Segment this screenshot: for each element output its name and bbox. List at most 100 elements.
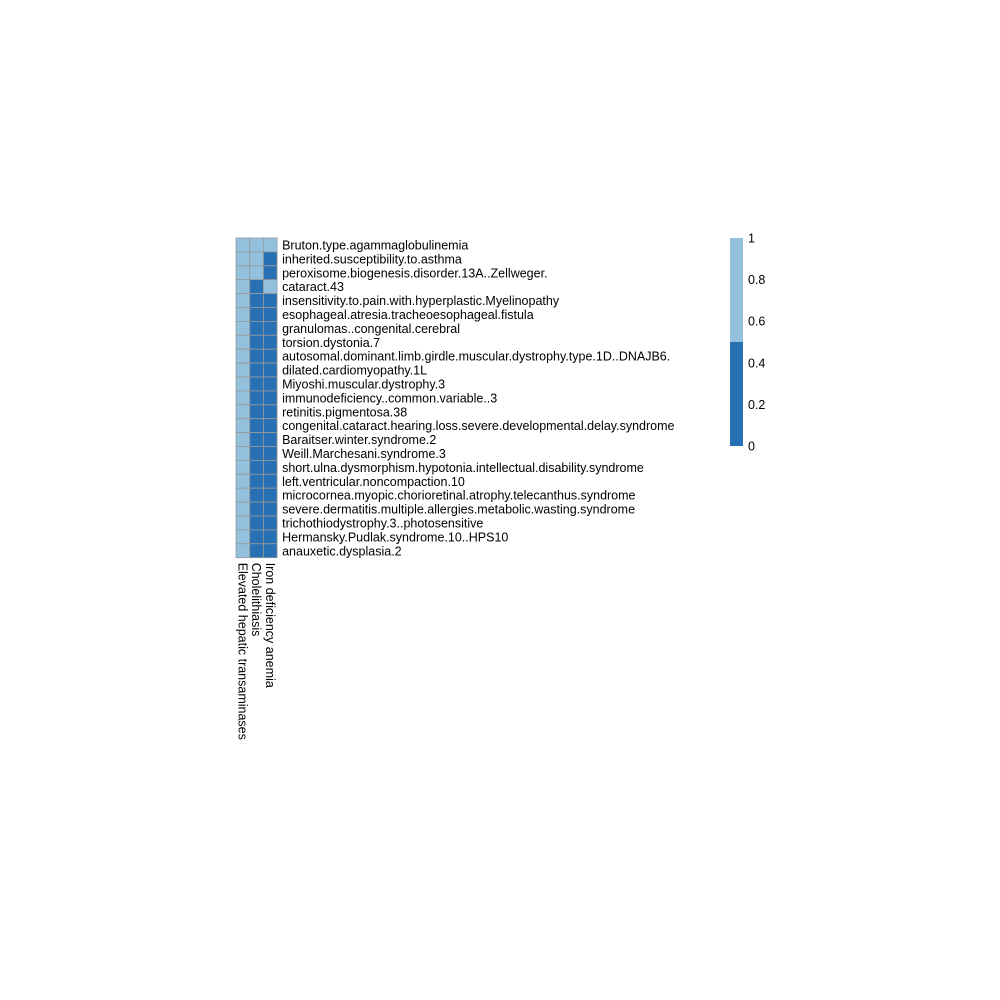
heatmap-cell (262, 265, 278, 281)
column-label: Iron deficiency anemia (263, 563, 277, 688)
heatmap-cell (262, 459, 278, 475)
heatmap-cell (262, 251, 278, 267)
heatmap-cell (235, 404, 251, 420)
legend-tick-label: 0.8 (748, 273, 765, 287)
row-label: insensitivity.to.pain.with.hyperplastic.… (282, 294, 560, 308)
heatmap-cell (262, 362, 278, 378)
heatmap-cell (235, 279, 251, 295)
heatmap-cell (249, 293, 264, 308)
row-label: trichothiodystrophy.3..photosensitive (282, 516, 483, 530)
heatmap-cell (262, 446, 278, 461)
heatmap-cell (262, 432, 278, 447)
heatmap-cell (262, 543, 278, 559)
heatmap-cell (235, 362, 251, 378)
row-label: autosomal.dominant.limb.girdle.muscular.… (282, 350, 670, 364)
row-label: torsion.dystonia.7 (282, 336, 380, 350)
heatmap-cells (235, 237, 278, 559)
heatmap-cell (262, 501, 278, 517)
heatmap-cell (249, 334, 264, 350)
heatmap-cell (235, 487, 251, 503)
heatmap-cell (249, 432, 264, 447)
row-label: dilated.cardiomyopathy.1L (282, 364, 427, 378)
legend-tick-label: 0.4 (748, 356, 765, 370)
row-label: immunodeficiency..common.variable..3 (282, 391, 497, 405)
heatmap-cell (249, 515, 264, 531)
heatmap-cell (249, 362, 264, 378)
row-label: Miyoshi.muscular.dystrophy.3 (282, 377, 445, 391)
heatmap-cell (235, 473, 251, 489)
heatmap-cell (249, 501, 264, 517)
row-label: left.ventricular.noncompaction.10 (282, 475, 465, 489)
heatmap-cell (249, 529, 264, 545)
heatmap-cell (262, 293, 278, 308)
row-label: anauxetic.dysplasia.2 (282, 544, 402, 558)
heatmap-cell (262, 320, 278, 336)
heatmap-cell (235, 529, 251, 545)
heatmap-cell (235, 390, 251, 406)
row-label: microcornea.myopic.chorioretinal.atrophy… (282, 489, 635, 503)
heatmap-cell (262, 279, 278, 295)
row-label: Bruton.type.agammaglobulinemia (282, 238, 468, 252)
heatmap-cell (249, 446, 264, 461)
legend-swatch-low (730, 342, 743, 446)
heatmap-cell (235, 265, 251, 281)
heatmap-cell (235, 515, 251, 531)
heatmap-cell (249, 265, 264, 281)
row-label: esophageal.atresia.tracheoesophageal.fis… (282, 308, 534, 322)
heatmap-cell (235, 459, 251, 475)
legend-tick-labels: 0 0.2 0.4 0.6 0.8 1 (748, 232, 765, 454)
heatmap-cell (235, 320, 251, 336)
heatmap-cell (249, 473, 264, 489)
heatmap-cell (249, 307, 264, 322)
column-label: Elevated hepatic transaminases (235, 563, 249, 740)
heatmap-cell (262, 348, 278, 364)
heatmap-cell (249, 320, 264, 336)
heatmap-cell (249, 376, 264, 392)
heatmap-cell (249, 404, 264, 420)
heatmap-cell (235, 376, 251, 392)
heatmap-cell (262, 515, 278, 531)
heatmap-cell (262, 376, 278, 392)
heatmap-cell (262, 473, 278, 489)
heatmap-cell (235, 348, 251, 364)
row-label: Weill.Marchesani.syndrome.3 (282, 447, 446, 461)
row-label: Baraitser.winter.syndrome.2 (282, 433, 436, 447)
heatmap-cell (262, 529, 278, 545)
row-label: retinitis.pigmentosa.38 (282, 405, 407, 419)
heatmap-cell (235, 251, 251, 267)
heatmap-cell (235, 418, 251, 434)
legend-tick-label: 1 (748, 232, 755, 246)
column-labels: Elevated hepatic transaminases Cholelithi… (235, 563, 276, 740)
heatmap-cell (249, 348, 264, 364)
legend-tick-label: 0 (748, 440, 755, 454)
heatmap-cell (262, 334, 278, 350)
heatmap-cell (249, 459, 264, 475)
heatmap-cell (235, 543, 251, 559)
heatmap-cell (249, 418, 264, 434)
heatmap-cell (235, 237, 251, 253)
heatmap-cell (249, 251, 264, 267)
legend-tick-label: 0.2 (748, 398, 765, 412)
heatmap-cell (262, 237, 278, 253)
row-label: short.ulna.dysmorphism.hypotonia.intelle… (282, 461, 644, 475)
heatmap-cell (249, 543, 264, 559)
heatmap-cell (249, 487, 264, 503)
heatmap-cell (235, 501, 251, 517)
legend-color-bar (730, 238, 743, 446)
row-label: peroxisome.biogenesis.disorder.13A..Zell… (282, 266, 547, 280)
heatmap-cell (235, 307, 251, 322)
heatmap-cell (262, 404, 278, 420)
heatmap-cell (262, 487, 278, 503)
row-labels: Bruton.type.agammaglobulinemiainherited.… (282, 238, 674, 558)
legend-tick-label: 0.6 (748, 315, 765, 329)
row-label: congenital.cataract.hearing.loss.severe.… (282, 419, 674, 433)
column-label: Cholelithiasis (249, 563, 263, 637)
row-label: granulomas..congenital.cerebral (282, 322, 460, 336)
heatmap-cell (249, 237, 264, 253)
heatmap-cell (262, 307, 278, 322)
heatmap-cell (235, 432, 251, 447)
heatmap-cell (262, 390, 278, 406)
heatmap-cell (235, 334, 251, 350)
row-label: Hermansky.Pudlak.syndrome.10..HPS10 (282, 530, 508, 544)
